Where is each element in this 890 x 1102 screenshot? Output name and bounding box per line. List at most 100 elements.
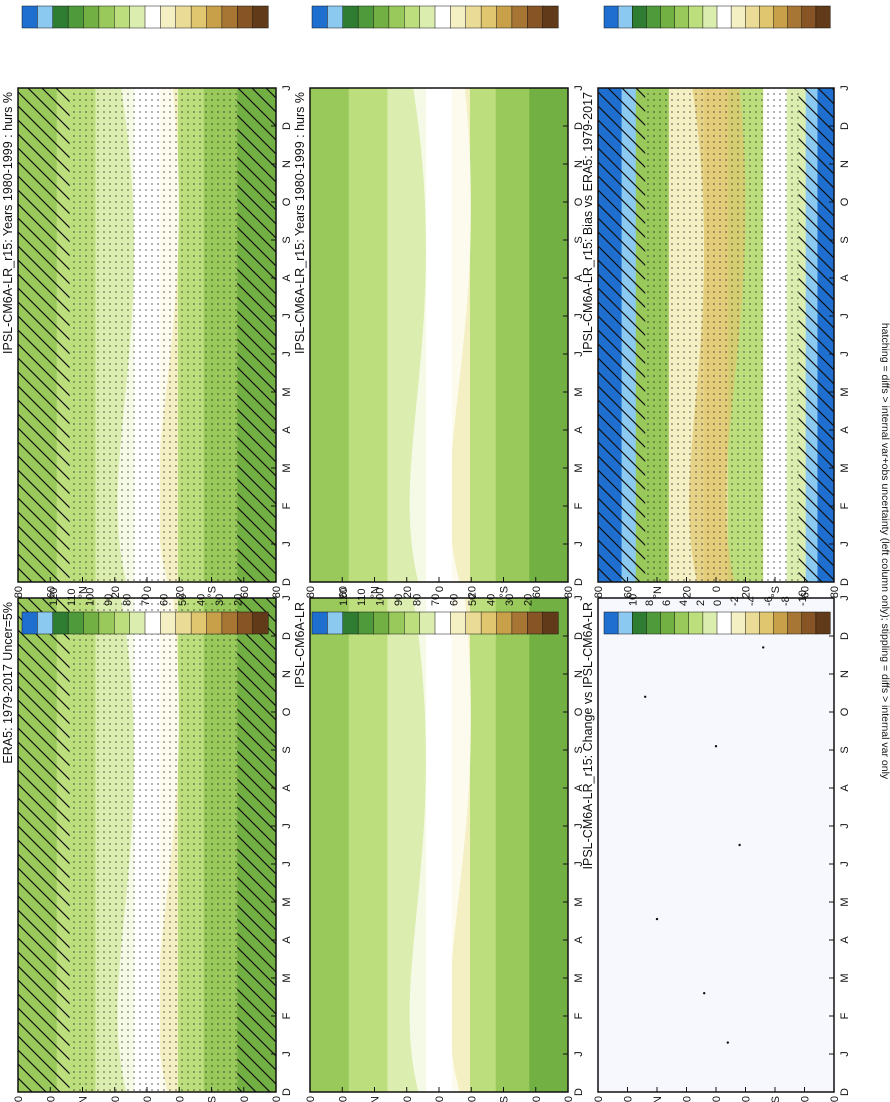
colorbar-swatch xyxy=(450,5,467,29)
colorbar-label: 90 xyxy=(103,594,115,606)
colorbar-label: 50 xyxy=(467,594,479,606)
colorbar-swatch xyxy=(357,5,375,29)
y-tick-label: 60 xyxy=(800,1096,812,1102)
panel-title: IPSL-CM6A-LR_r15: Years 1980-1999 : hurs… xyxy=(1,92,15,354)
colorbar-swatch xyxy=(83,611,100,635)
x-tick-label: J xyxy=(281,861,293,867)
panel-change: DJFMAMJJASONDJ8060°N20020°S6080IPSL-CM6A… xyxy=(581,590,851,1102)
colorbar-label: 80 xyxy=(122,594,134,606)
y-tick-label: °N xyxy=(78,1096,90,1102)
colorbar-swatch xyxy=(759,611,775,635)
y-tick-label: 0 xyxy=(434,586,446,592)
colorbar-swatch xyxy=(730,611,746,635)
y-tick-label: °S xyxy=(770,586,782,598)
y-tick-label: 60 xyxy=(45,586,57,598)
x-tick-label: A xyxy=(281,426,293,434)
x-tick-label: J xyxy=(839,313,851,319)
colorbar-swatch xyxy=(404,5,421,29)
colorbar-swatch xyxy=(815,611,831,635)
colorbar-label: 100 xyxy=(375,588,387,606)
colorbar-swatch xyxy=(787,611,803,635)
x-tick-label: J xyxy=(281,823,293,829)
x-tick-label: F xyxy=(573,502,585,509)
colorbar-label: 110 xyxy=(66,588,78,606)
panel-model-ensemble: DJFMAMJJASONDJ8060°N20020°S6080IPSL-CM6A… xyxy=(293,588,585,1102)
x-tick-label: M xyxy=(281,973,293,982)
x-tick-label: D xyxy=(573,632,585,640)
colorbar-swatch xyxy=(221,5,238,29)
colorbar-swatch xyxy=(773,5,789,29)
x-tick-label: D xyxy=(281,122,293,130)
x-tick-label: M xyxy=(281,897,293,906)
x-tick-label: J xyxy=(573,313,585,319)
colorbar-swatch xyxy=(144,611,161,635)
x-tick-label: S xyxy=(573,236,585,243)
field-band xyxy=(348,598,388,1092)
colorbar-swatch xyxy=(129,611,146,635)
colorbar-swatch xyxy=(342,5,359,29)
y-tick-label: 20 xyxy=(741,1096,753,1102)
x-tick-label: J xyxy=(839,85,851,91)
colorbar-swatch xyxy=(357,611,375,635)
x-tick-label: A xyxy=(573,936,585,944)
y-tick-label: 20 xyxy=(174,586,186,598)
colorbar-swatch xyxy=(480,5,498,29)
x-tick-label: A xyxy=(573,274,585,282)
x-tick-label: J xyxy=(573,861,585,867)
colorbar-label: 2 xyxy=(695,600,707,606)
x-tick-label: F xyxy=(281,502,293,509)
colorbar-swatch xyxy=(801,5,817,29)
colorbar-swatch xyxy=(144,5,161,29)
colorbar-label: 90 xyxy=(393,594,405,606)
x-tick-label: S xyxy=(839,236,851,243)
significance-dot xyxy=(644,695,647,698)
significance-dot xyxy=(655,917,659,921)
colorbar-swatch xyxy=(450,611,467,635)
colorbar-swatch xyxy=(373,611,390,635)
colorbar-swatch xyxy=(37,5,54,29)
y-tick-label: 60 xyxy=(239,1096,251,1102)
colorbar-swatch xyxy=(419,611,436,635)
colorbar-swatch xyxy=(745,611,760,635)
field-band xyxy=(310,598,350,1092)
colorbar-label: 110 xyxy=(356,588,368,606)
colorbar-label: 40 xyxy=(485,594,497,606)
x-tick-label: O xyxy=(281,197,293,206)
y-tick-label: 20 xyxy=(402,1096,414,1102)
colorbar-swatch xyxy=(129,5,146,29)
colorbar-label: 120 xyxy=(338,588,350,606)
colorbar-swatch xyxy=(388,611,405,635)
panel-title: IPSL-CM6A-LR xyxy=(293,602,307,688)
significance-dot xyxy=(762,646,765,649)
y-tick-label: 0 xyxy=(142,586,154,592)
y-tick-label: 80 xyxy=(271,586,283,598)
field-band xyxy=(348,88,388,582)
x-tick-label: D xyxy=(839,122,851,130)
field-band xyxy=(469,598,497,1092)
y-tick-label: 60 xyxy=(531,1096,543,1102)
colorbar-swatch xyxy=(206,611,223,635)
x-tick-label: M xyxy=(573,897,585,906)
colorbar-swatch xyxy=(175,5,192,29)
colorbar-label: 100 xyxy=(85,588,97,606)
x-tick-label: M xyxy=(839,897,851,906)
x-tick-label: D xyxy=(839,632,851,640)
x-tick-label: D xyxy=(573,1088,585,1096)
colorbar-swatch xyxy=(434,5,451,29)
x-tick-label: M xyxy=(573,973,585,982)
colorbar-swatch xyxy=(511,5,528,29)
y-tick-label: 20 xyxy=(466,586,478,598)
colorbar-swatch xyxy=(206,5,223,29)
colorbar-swatch xyxy=(603,611,619,635)
colorbar-swatch xyxy=(419,5,436,29)
x-tick-label: J xyxy=(573,595,585,601)
colorbar-label: 80 xyxy=(412,594,424,606)
colorbar-swatch xyxy=(632,5,647,29)
x-tick-label: M xyxy=(281,463,293,472)
hatching-south xyxy=(237,88,277,582)
colorbar-swatch xyxy=(773,611,789,635)
colorbar-swatch xyxy=(646,5,662,29)
